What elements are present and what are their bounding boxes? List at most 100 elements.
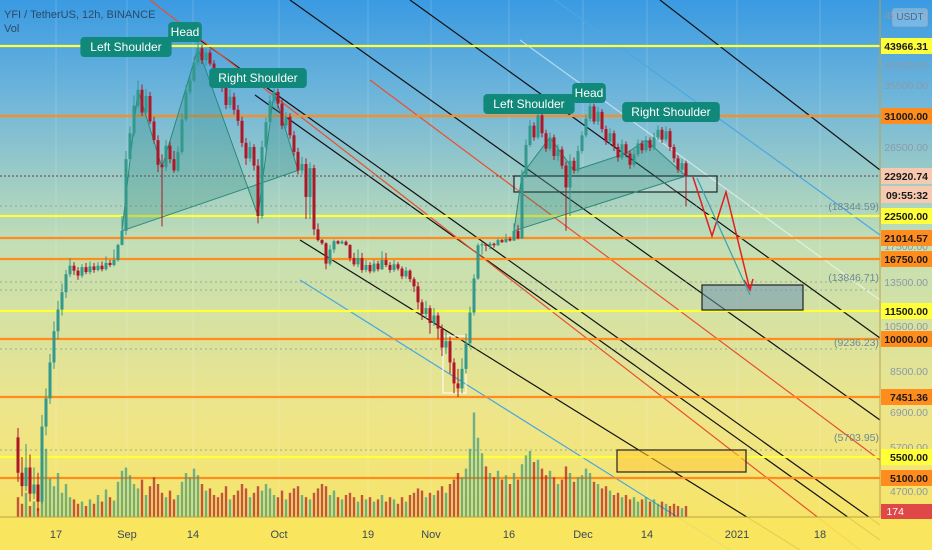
- volume-bar: [508, 484, 512, 517]
- candle-body: [56, 309, 60, 332]
- candle-body: [16, 437, 20, 473]
- volume-bar: [456, 473, 460, 517]
- pattern-callout: Left Shoulder: [80, 37, 172, 57]
- candle-body: [264, 122, 268, 147]
- level-label-box: [881, 37, 932, 54]
- x-tick-label: Oct: [270, 529, 287, 541]
- candle-body: [244, 142, 248, 159]
- candle-body: [468, 312, 472, 344]
- candle-body: [496, 240, 500, 246]
- candle-body: [580, 135, 584, 152]
- candle-body: [172, 159, 176, 171]
- candle-body: [128, 133, 132, 160]
- candle-body: [612, 133, 616, 147]
- candle-body: [340, 241, 344, 244]
- volume-bar: [312, 492, 316, 517]
- candle-body: [32, 484, 36, 494]
- volume-bar: [392, 499, 396, 517]
- x-tick-label: 14: [187, 529, 199, 541]
- candle-body: [684, 163, 688, 176]
- volume-bar: [684, 506, 688, 517]
- candle-body: [640, 143, 644, 151]
- level-label: 7451.36: [890, 392, 928, 404]
- volume-bar: [300, 495, 304, 517]
- volume-bar: [676, 506, 680, 517]
- candle-body: [508, 238, 512, 241]
- x-tick-label: 14: [641, 529, 653, 541]
- volume-bar: [428, 492, 432, 517]
- candle-body: [320, 240, 324, 244]
- callout-box: [483, 94, 575, 114]
- volume-bar: [80, 501, 84, 517]
- volume-bar: [120, 470, 124, 517]
- volume-bar: [84, 506, 88, 517]
- volume-bar: [336, 497, 340, 517]
- candle-body: [576, 151, 580, 171]
- volume-bar: [116, 481, 120, 517]
- candle-body: [316, 229, 320, 241]
- volume-bar: [648, 501, 652, 517]
- candle-body: [472, 278, 476, 313]
- volume-bar: [200, 484, 204, 517]
- volume-bar: [680, 508, 684, 517]
- candle-body: [552, 137, 556, 156]
- volume-bar: [576, 477, 580, 517]
- volume-bar: [644, 497, 648, 517]
- volume-bar: [636, 501, 640, 517]
- candle-body: [592, 106, 596, 122]
- candle-body: [532, 125, 536, 138]
- volume-bar: [128, 475, 132, 517]
- volume-bar: [24, 492, 28, 517]
- candle-body: [76, 270, 80, 276]
- level-label: 43966.31: [884, 41, 928, 53]
- volume-bar: [444, 492, 448, 517]
- level-label: 10000.00: [884, 334, 928, 346]
- volume-bar: [380, 495, 384, 517]
- candle-body: [156, 140, 160, 165]
- volume-bar: [664, 503, 668, 517]
- volume-bar: [384, 501, 388, 517]
- candle-body: [600, 111, 604, 130]
- volume-bar: [620, 497, 624, 517]
- callout-box: [622, 102, 720, 122]
- x-tick-label: Sep: [117, 529, 137, 541]
- candle-body: [72, 265, 76, 271]
- callout-label: Right Shoulder: [218, 71, 297, 85]
- callout-box: [80, 37, 172, 57]
- level-label-box: [881, 251, 932, 267]
- candle-body: [248, 147, 252, 159]
- volume-bar: [608, 490, 612, 517]
- currency-button[interactable]: USDT: [892, 8, 928, 27]
- candle-body: [484, 244, 488, 246]
- volume-bar: [188, 477, 192, 517]
- candle-body: [428, 308, 432, 323]
- callout-label: Head: [575, 86, 604, 100]
- volume-bar: [556, 484, 560, 517]
- countdown-label: 09:55:32: [886, 190, 928, 202]
- volume-bar: [572, 481, 576, 517]
- candle-body: [376, 263, 380, 270]
- candle-body: [476, 245, 480, 279]
- volume-bar: [580, 475, 584, 517]
- projection-blue: [696, 177, 751, 296]
- volume-bar: [208, 488, 212, 517]
- volume-bar: [88, 499, 92, 517]
- volume-bar: [156, 484, 160, 517]
- candle-body: [260, 147, 264, 216]
- candle-body: [420, 302, 424, 314]
- candle-body: [48, 362, 52, 399]
- volume-bar: [64, 484, 68, 517]
- volume-readout: 174: [886, 506, 904, 518]
- volume-bar: [68, 497, 72, 517]
- candle-body: [28, 467, 32, 494]
- candle-body: [452, 362, 456, 384]
- level-label-box: [881, 331, 932, 347]
- candle-body: [664, 131, 668, 140]
- volume-bar: [348, 492, 352, 517]
- candle-body: [384, 260, 388, 266]
- candle-body: [620, 144, 624, 158]
- volume-bar: [288, 492, 292, 517]
- volume-bar: [400, 497, 404, 517]
- candle-body: [332, 241, 336, 250]
